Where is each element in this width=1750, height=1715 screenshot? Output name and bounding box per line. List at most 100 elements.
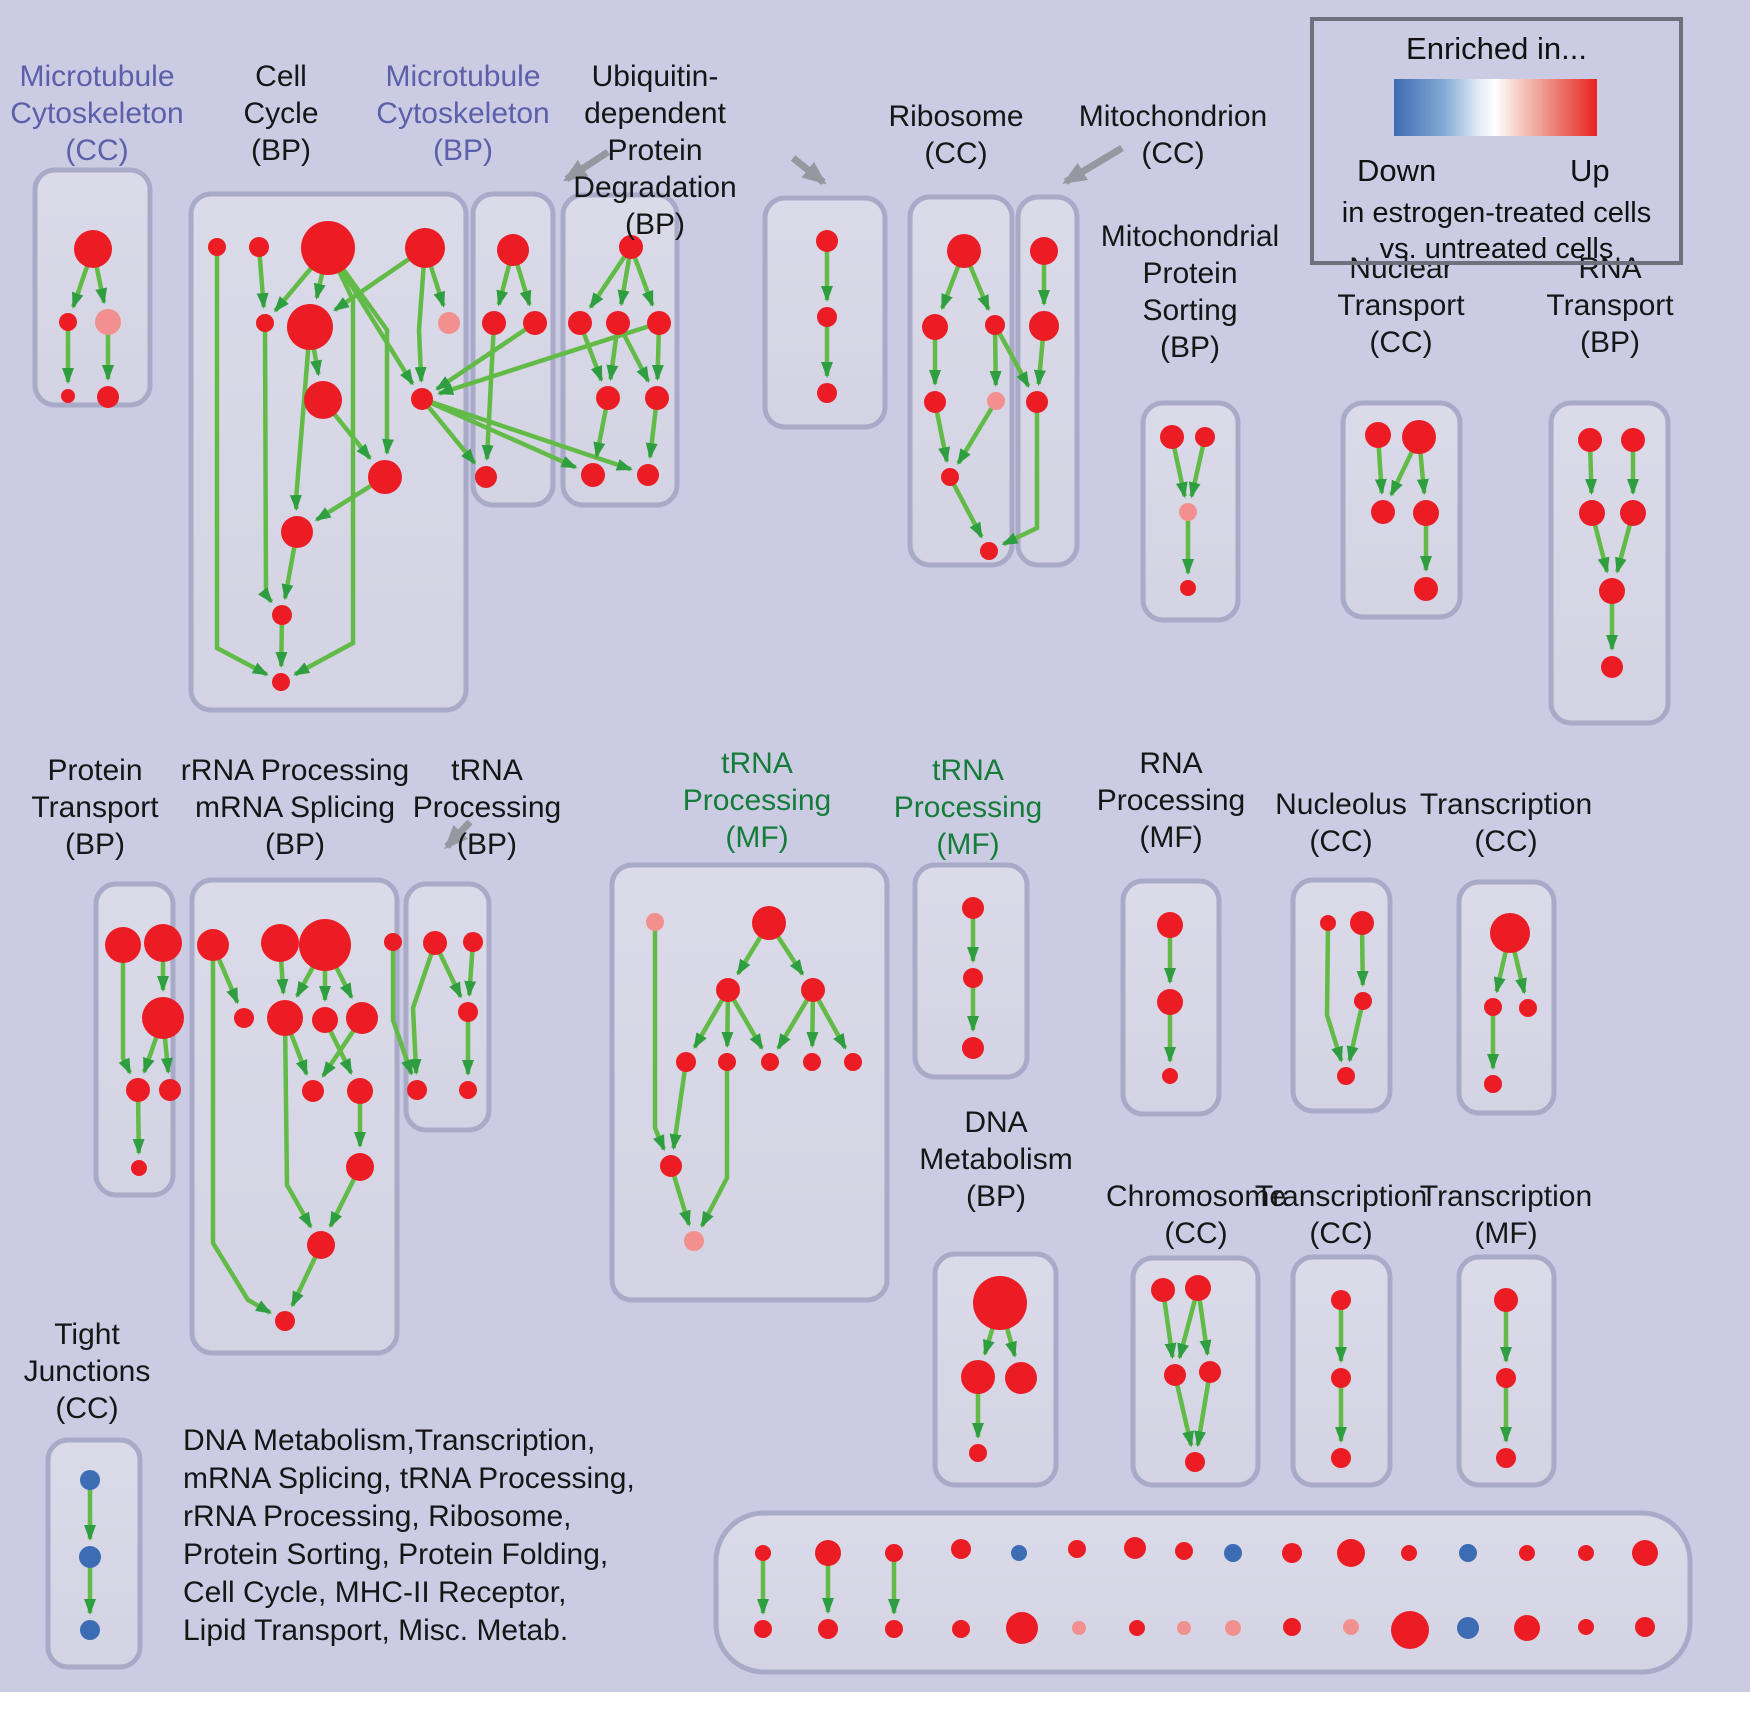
go-term-node-p2 xyxy=(1195,427,1215,447)
go-term-node-g3 xyxy=(299,919,351,971)
label-tight-junctions-cc: Tight Junctions (CC) xyxy=(23,1318,151,1425)
go-term-node-mtcc2 xyxy=(59,313,77,331)
go-term-node-a2 xyxy=(144,924,182,962)
label-protein-transport-bp: Protein Transport (BP) xyxy=(31,754,159,861)
go-term-node-ch1 xyxy=(1151,1278,1175,1302)
cluster-box-ribosome xyxy=(907,194,1015,568)
cluster-box-ptrans xyxy=(93,881,176,1198)
go-term-node-h3 xyxy=(312,1007,338,1033)
legend-down-label: Down xyxy=(1357,153,1437,188)
label-transcription-mf: Transcription (MF) xyxy=(1419,1180,1593,1250)
go-term-node-bt9 xyxy=(1224,1544,1242,1562)
go-term-node-tj2 xyxy=(79,1546,101,1568)
edge-hub-mb xyxy=(420,397,477,465)
cluster-box-dnamet xyxy=(932,1251,1059,1488)
edge-ch3-ch5 xyxy=(1172,1374,1194,1448)
go-term-node-bb13 xyxy=(1457,1617,1479,1639)
label-mitochondrial-protein-sorting-bp: Mitochondrial Protein Sorting (BP) xyxy=(1100,220,1280,364)
cluster-box-mtbp xyxy=(470,191,556,508)
go-term-node-r7 xyxy=(980,542,998,560)
go-term-node-v1 xyxy=(816,230,838,252)
go-term-node-r3 xyxy=(985,315,1005,335)
go-term-node-bb7 xyxy=(1129,1620,1145,1636)
go-term-node-dm1 xyxy=(973,1276,1027,1330)
pointer-ubiquitin-right xyxy=(790,155,827,185)
go-term-node-bb4 xyxy=(952,1620,970,1638)
go-term-node-mtcc1 xyxy=(74,230,112,268)
go-term-node-d3 xyxy=(458,1002,478,1022)
go-term-node-bb15 xyxy=(1578,1619,1594,1635)
go-term-node-q4 xyxy=(1620,500,1646,526)
go-term-node-M3 xyxy=(304,381,342,419)
go-term-node-r5 xyxy=(987,392,1005,410)
go-term-node-r1 xyxy=(947,234,981,268)
go-term-node-dm2 xyxy=(961,1360,995,1394)
go-term-node-bt11 xyxy=(1337,1539,1365,1567)
cluster-box-transcc xyxy=(1456,879,1557,1116)
go-term-node-bt15 xyxy=(1578,1545,1594,1561)
label-trna-processing-mf-2: tRNA Processing (MF) xyxy=(893,754,1043,861)
go-term-node-ch2 xyxy=(1185,1275,1211,1301)
go-term-node-h1 xyxy=(234,1008,254,1028)
go-term-node-z1 xyxy=(1157,912,1183,938)
go-term-node-mb xyxy=(475,466,497,488)
go-term-node-e0 xyxy=(646,913,664,931)
go-term-node-o4 xyxy=(1337,1067,1355,1085)
label-rrna-processing-mrna-splicing-bp: rRNA Processing mRNA Splicing (BP) xyxy=(180,754,410,861)
edge-k3-r7 xyxy=(1001,402,1040,547)
go-term-node-bt16 xyxy=(1632,1540,1658,1566)
go-term-node-r4 xyxy=(924,391,946,413)
go-term-node-g4 xyxy=(384,933,402,951)
pointer-mitochondrion xyxy=(1062,144,1124,185)
edge-g4-tbl xyxy=(390,942,414,1076)
label-nucleolus-cc: Nucleolus (CC) xyxy=(1275,788,1407,858)
go-term-node-hub xyxy=(411,388,433,410)
go-term-node-m3 xyxy=(523,311,547,335)
go-term-node-p4 xyxy=(1180,580,1196,596)
go-term-node-a4 xyxy=(126,1078,150,1102)
go-term-node-f2 xyxy=(801,978,825,1002)
go-term-node-y1 xyxy=(962,897,984,919)
go-term-node-mtcc3 xyxy=(95,309,121,335)
edge-m3-hub xyxy=(435,321,537,391)
legend: Enriched in... Down Up in estrogen-treat… xyxy=(1310,17,1683,265)
go-term-node-ch4 xyxy=(1199,1361,1221,1383)
label-nuclear-transport-cc: Nuclear Transport (CC) xyxy=(1337,252,1465,359)
go-term-node-h4 xyxy=(346,1002,378,1034)
go-term-node-o1 xyxy=(1320,915,1336,931)
legend-gradient-bar xyxy=(1394,79,1597,136)
go-term-node-bb3 xyxy=(885,1620,903,1638)
go-term-node-a3 xyxy=(142,997,184,1039)
go-term-node-a6 xyxy=(131,1160,147,1176)
go-term-node-XL xyxy=(301,221,355,275)
go-term-node-bb9 xyxy=(1225,1620,1241,1636)
go-term-node-a1 xyxy=(105,927,141,963)
go-term-node-h2 xyxy=(267,1000,303,1036)
go-term-node-u5 xyxy=(645,386,669,410)
go-term-node-x2 xyxy=(684,1231,704,1251)
go-term-node-f1 xyxy=(716,978,740,1002)
go-term-node-p3 xyxy=(1179,503,1197,521)
go-term-node-bt2 xyxy=(815,1540,841,1566)
go-term-node-b7 xyxy=(272,673,290,691)
go-term-node-bt7 xyxy=(1124,1537,1146,1559)
go-term-node-bb2 xyxy=(818,1619,838,1639)
go-term-node-g2 xyxy=(261,924,299,962)
go-term-node-q1 xyxy=(1578,428,1602,452)
label-trna-processing-mf-1: tRNA Processing (MF) xyxy=(682,747,832,854)
go-term-node-k1 xyxy=(1030,237,1058,265)
cluster-box-ntrans xyxy=(1340,400,1463,620)
go-term-node-z3 xyxy=(1162,1068,1178,1084)
go-term-node-tj3 xyxy=(80,1620,100,1640)
go-term-node-m1 xyxy=(497,234,529,266)
go-term-node-tbl xyxy=(407,1080,427,1100)
label-dna-metabolism-bp: DNA Metabolism (BP) xyxy=(919,1106,1073,1213)
go-term-node-bb11 xyxy=(1343,1619,1359,1635)
go-term-node-j2 xyxy=(307,1231,335,1259)
label-rna-transport-bp: RNA Transport (BP) xyxy=(1546,252,1674,359)
edge-o1-o4 xyxy=(1324,922,1344,1063)
go-term-node-g1 xyxy=(197,929,229,961)
edge-r5-r6 xyxy=(956,399,998,466)
cluster-box-ubiq1 xyxy=(560,192,680,508)
edge-o3-o4 xyxy=(1346,1000,1366,1063)
